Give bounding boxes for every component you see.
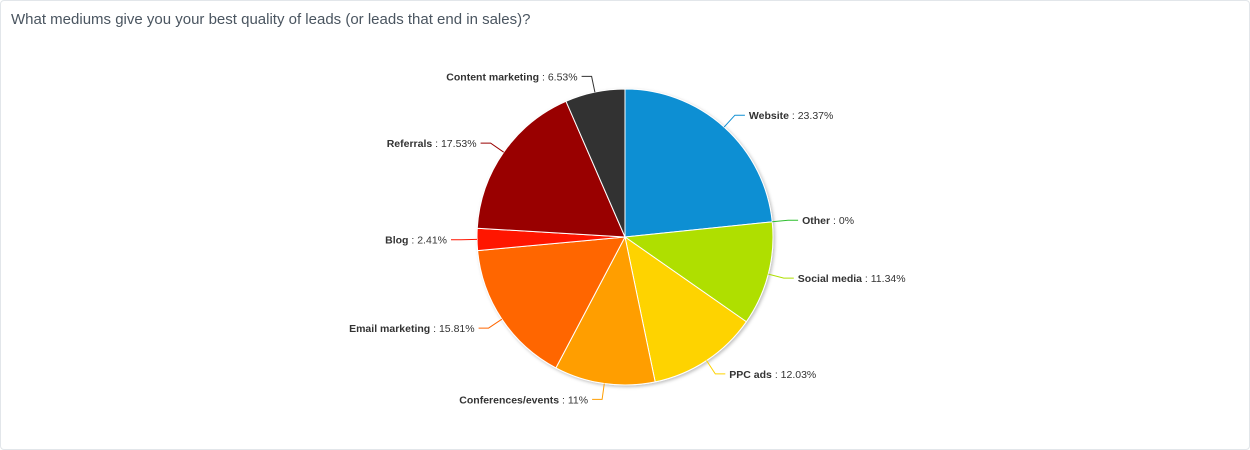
connector-other: [772, 219, 799, 223]
connector-email-marketing: [478, 318, 503, 329]
data-label-other: Other : 0%: [802, 215, 854, 227]
connector-website: [723, 114, 745, 128]
data-label-ppc-ads: PPC ads : 12.03%: [729, 369, 816, 381]
data-label-website: Website : 23.37%: [749, 110, 833, 122]
connector-ppc-ads: [706, 360, 726, 375]
connector-content-marketing: [581, 75, 596, 93]
data-label-social-media: Social media : 11.34%: [798, 273, 906, 285]
connector-social-media: [768, 273, 794, 279]
pie-slice-email-marketing[interactable]: [477, 236, 626, 369]
pie-slice-conferences-events[interactable]: [555, 236, 656, 386]
connector-conferences-events: [592, 383, 605, 400]
data-label-content-marketing: Content marketing : 6.53%: [446, 71, 577, 83]
pie-slice-social-media[interactable]: [624, 221, 774, 323]
data-label-conferences-events: Conferences/events : 11%: [459, 394, 588, 406]
data-label-email-marketing: Email marketing : 15.81%: [349, 323, 474, 335]
data-label-blog: Blog : 2.41%: [385, 235, 447, 247]
chart-title: What mediums give you your best quality …: [11, 11, 531, 28]
pie-slice-referrals[interactable]: [476, 100, 626, 238]
data-label-referrals: Referrals : 17.53%: [387, 138, 477, 150]
connector-referrals: [480, 142, 504, 153]
